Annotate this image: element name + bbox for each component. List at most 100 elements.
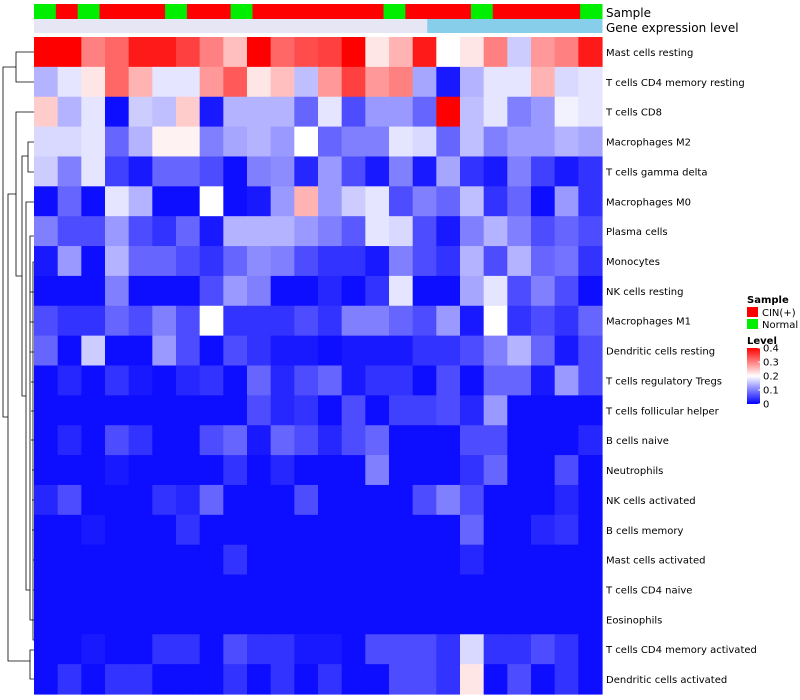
heatmap-cell: [223, 514, 248, 546]
annotation-cell: [536, 19, 559, 33]
heatmap-cell: [365, 395, 390, 426]
heatmap-cell: [483, 425, 508, 456]
heatmap-cell: [294, 335, 319, 367]
heatmap-cell: [247, 335, 272, 367]
heatmap-cell: [176, 156, 201, 187]
heatmap-cell: [176, 335, 201, 367]
heatmap-cell: [247, 664, 272, 695]
heatmap-cell: [294, 96, 319, 128]
heatmap-cell: [341, 574, 366, 606]
heatmap-cell: [176, 634, 201, 665]
heatmap-cell: [270, 126, 295, 158]
heatmap-cell: [152, 455, 177, 486]
heatmap-cell: [365, 604, 390, 635]
heatmap-cell: [152, 216, 177, 247]
heatmap-cell: [81, 574, 106, 606]
annotation-cell: [470, 4, 494, 19]
heatmap-cell: [531, 216, 556, 247]
heatmap-cell: [365, 455, 390, 486]
heatmap-cell: [128, 246, 153, 277]
row-label: Dendritic cells resting: [606, 347, 715, 358]
heatmap-cell: [57, 246, 82, 277]
heatmap-cell: [105, 37, 130, 68]
level-tick-label: 0: [763, 400, 769, 411]
heatmap-cell: [318, 66, 343, 98]
heatmap-cell: [176, 514, 201, 546]
heatmap-cell: [128, 574, 153, 606]
heatmap-cell: [436, 37, 461, 68]
heatmap-cell: [199, 365, 224, 396]
row-label: Eosinophils: [606, 615, 662, 626]
heatmap-cell: [389, 96, 414, 128]
heatmap-cell: [483, 604, 508, 635]
heatmap-cell: [223, 96, 248, 128]
heatmap-cell: [412, 126, 437, 158]
heatmap-cell: [294, 37, 319, 68]
heatmap-cell: [436, 574, 461, 606]
heatmap-cell: [365, 156, 390, 187]
row-label: B cells memory: [606, 526, 683, 537]
heatmap-cell: [531, 275, 556, 307]
heatmap-cell: [199, 574, 224, 606]
heatmap-cell: [483, 484, 508, 516]
annotation-cell: [449, 19, 472, 33]
legend-swatch-cin: [747, 307, 758, 317]
heatmap-cell: [460, 664, 485, 695]
heatmap-cell: [247, 574, 272, 606]
heatmap-cell: [105, 634, 130, 665]
heatmap-cell: [578, 216, 603, 247]
legend: Sample CIN(+) Normal Level 0.4 0.3 0.2 0.1 0: [747, 295, 798, 411]
heatmap-cell: [460, 484, 485, 516]
heatmap-cell: [412, 514, 437, 546]
heatmap-cell: [341, 425, 366, 456]
heatmap-cell: [57, 156, 82, 187]
heatmap-cell: [223, 305, 248, 337]
heatmap-cell: [507, 335, 532, 367]
heatmap-cell: [247, 305, 272, 337]
heatmap-cell: [81, 186, 106, 217]
heatmap-cell: [199, 275, 224, 307]
heatmap-cell: [128, 425, 153, 456]
heatmap-cell: [152, 126, 177, 158]
heatmap-cell: [507, 455, 532, 486]
heatmap-cell: [578, 335, 603, 367]
heatmap-cell: [531, 634, 556, 665]
heatmap-cell: [412, 604, 437, 635]
heatmap-cell: [578, 96, 603, 128]
heatmap-cell: [460, 275, 485, 307]
heatmap-cell: [152, 514, 177, 546]
heatmap-cell: [436, 335, 461, 367]
heatmap-cell: [270, 455, 295, 486]
heatmap-cell: [412, 96, 437, 128]
heatmap-cell: [460, 37, 485, 68]
row-label: Monocytes: [606, 257, 660, 268]
heatmap-cell: [152, 66, 177, 98]
legend-label-cin: CIN(+): [762, 308, 796, 319]
heatmap-cell: [365, 664, 390, 695]
heatmap-cell: [270, 156, 295, 187]
heatmap-cell: [81, 544, 106, 576]
row-label: Mast cells activated: [606, 556, 705, 567]
heatmap-cell: [199, 37, 224, 68]
heatmap-cell: [578, 634, 603, 665]
heatmap-cell: [318, 37, 343, 68]
heatmap-cell: [389, 216, 414, 247]
heatmap-cell: [223, 395, 248, 426]
heatmap-cell: [81, 365, 106, 396]
heatmap-cell: [105, 365, 130, 396]
heatmap-cell: [223, 37, 248, 68]
heatmap-cell: [223, 66, 248, 98]
annotation-cell: [383, 19, 406, 33]
annotation-cell: [580, 4, 603, 19]
heatmap-cell: [412, 365, 437, 396]
heatmap-cell: [365, 574, 390, 606]
heatmap-cell: [436, 305, 461, 337]
annotation-cell: [99, 4, 122, 19]
heatmap-cell: [176, 395, 201, 426]
heatmap-cell: [436, 156, 461, 187]
heatmap-cell: [460, 365, 485, 396]
annotation-cell: [99, 19, 122, 33]
heatmap-cell: [81, 66, 106, 98]
heatmap-cell: [81, 246, 106, 277]
heatmap-cell: [318, 574, 343, 606]
